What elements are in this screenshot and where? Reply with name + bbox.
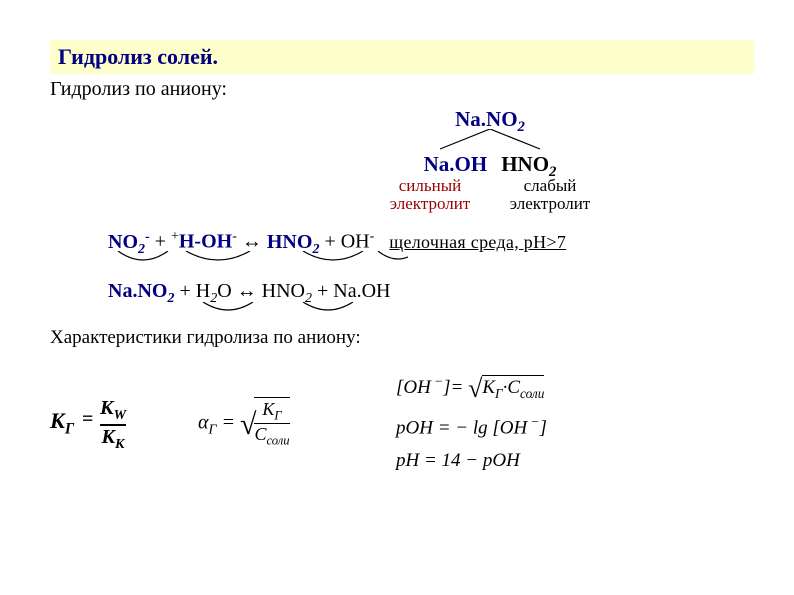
kg-fraction: КГ = КW КК: [50, 398, 170, 446]
formulas-row: КГ = КW КК αГ = √ КГ Ссоли [OH −]= √КГ·С…: [50, 367, 754, 477]
subtitle: Гидролиз по аниону:: [50, 78, 754, 101]
oh-formula: [OH −]= √КГ·Ссоли: [396, 367, 547, 411]
alpha-formula: αГ = √ КГ Ссоли: [198, 397, 368, 447]
medium-note: щелочная среда, рН>7: [389, 232, 566, 252]
equations-block: NO2- + +H-OH- ↔ HNO2 + OH- щелочная сред…: [108, 229, 754, 319]
characteristics-heading: Характеристики гидролиза по аниону:: [50, 327, 754, 349]
arc-icon: [108, 251, 408, 273]
left-desc: сильныйэлектролит: [375, 177, 485, 213]
page-title: Гидролиз солей.: [58, 44, 218, 69]
split-lines-icon: [410, 129, 570, 151]
right-product: HNO2: [501, 152, 556, 181]
left-product: Na.OH: [424, 152, 488, 181]
decomposition-block: Na.NO2 Na.OH HNO2 сильныйэлектролит слаб…: [280, 107, 700, 213]
title-bar: Гидролиз солей.: [50, 40, 754, 74]
right-formulas: [OH −]= √КГ·Ссоли рОН = − lg [OH −] pH =…: [396, 367, 547, 477]
ionic-equation: NO2- + +H-OH- ↔ HNO2 + OH- щелочная сред…: [108, 229, 566, 258]
molecular-equation: Na.NO2 + Н2О ↔ HNO2 + Na.OH: [108, 280, 390, 307]
ph-formula: pH = 14 − рОН: [396, 445, 547, 477]
right-desc: слабыйэлектролит: [495, 177, 605, 213]
poh-formula: рОН = − lg [OH −]: [396, 411, 547, 445]
arc-icon: [108, 302, 388, 322]
